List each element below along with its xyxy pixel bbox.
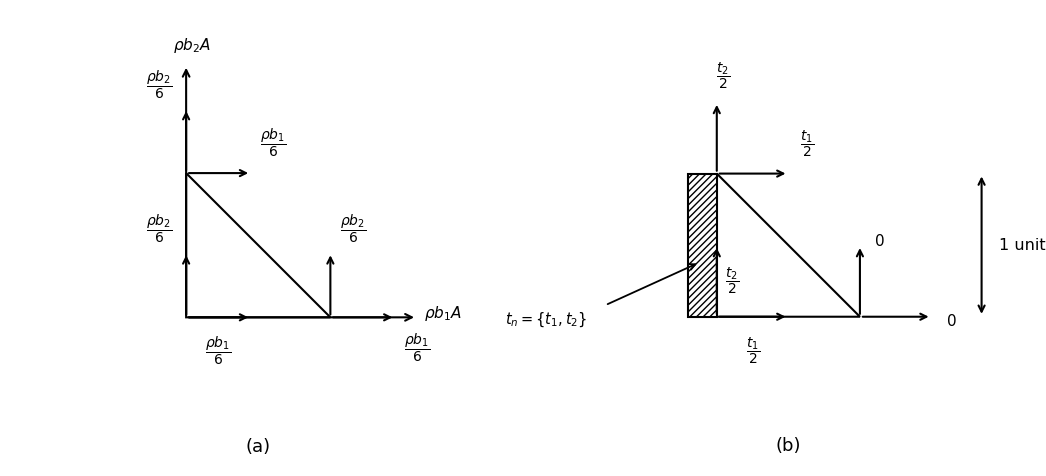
Text: $\dfrac{t_1}{2}$: $\dfrac{t_1}{2}$ bbox=[800, 129, 814, 159]
Text: $t_n = \{t_1, t_2\}$: $t_n = \{t_1, t_2\}$ bbox=[505, 310, 588, 329]
Text: $\dfrac{\rho b_2}{6}$: $\dfrac{\rho b_2}{6}$ bbox=[145, 69, 172, 101]
Text: $\rho b_1 A$: $\rho b_1 A$ bbox=[424, 304, 462, 323]
Text: $\dfrac{\rho b_2}{6}$: $\dfrac{\rho b_2}{6}$ bbox=[145, 213, 172, 245]
Text: 1 unit: 1 unit bbox=[999, 238, 1045, 253]
Text: $\dfrac{t_2}{2}$: $\dfrac{t_2}{2}$ bbox=[715, 60, 729, 90]
Text: $\dfrac{\rho b_1}{6}$: $\dfrac{\rho b_1}{6}$ bbox=[259, 126, 286, 159]
Text: $\dfrac{t_1}{2}$: $\dfrac{t_1}{2}$ bbox=[746, 335, 759, 366]
Text: $\dfrac{\rho b_2}{6}$: $\dfrac{\rho b_2}{6}$ bbox=[340, 213, 367, 245]
Text: $\rho b_2 A$: $\rho b_2 A$ bbox=[173, 36, 211, 55]
Text: $\dfrac{\rho b_1}{6}$: $\dfrac{\rho b_1}{6}$ bbox=[404, 332, 430, 364]
Text: $\dfrac{t_2}{2}$: $\dfrac{t_2}{2}$ bbox=[725, 266, 740, 297]
Text: $0$: $0$ bbox=[874, 233, 885, 249]
Bar bbox=[688, 174, 717, 317]
Text: $0$: $0$ bbox=[946, 313, 956, 329]
Text: $\dfrac{\rho b_1}{6}$: $\dfrac{\rho b_1}{6}$ bbox=[205, 335, 231, 367]
Text: (a): (a) bbox=[246, 438, 271, 456]
Text: (b): (b) bbox=[775, 436, 801, 455]
